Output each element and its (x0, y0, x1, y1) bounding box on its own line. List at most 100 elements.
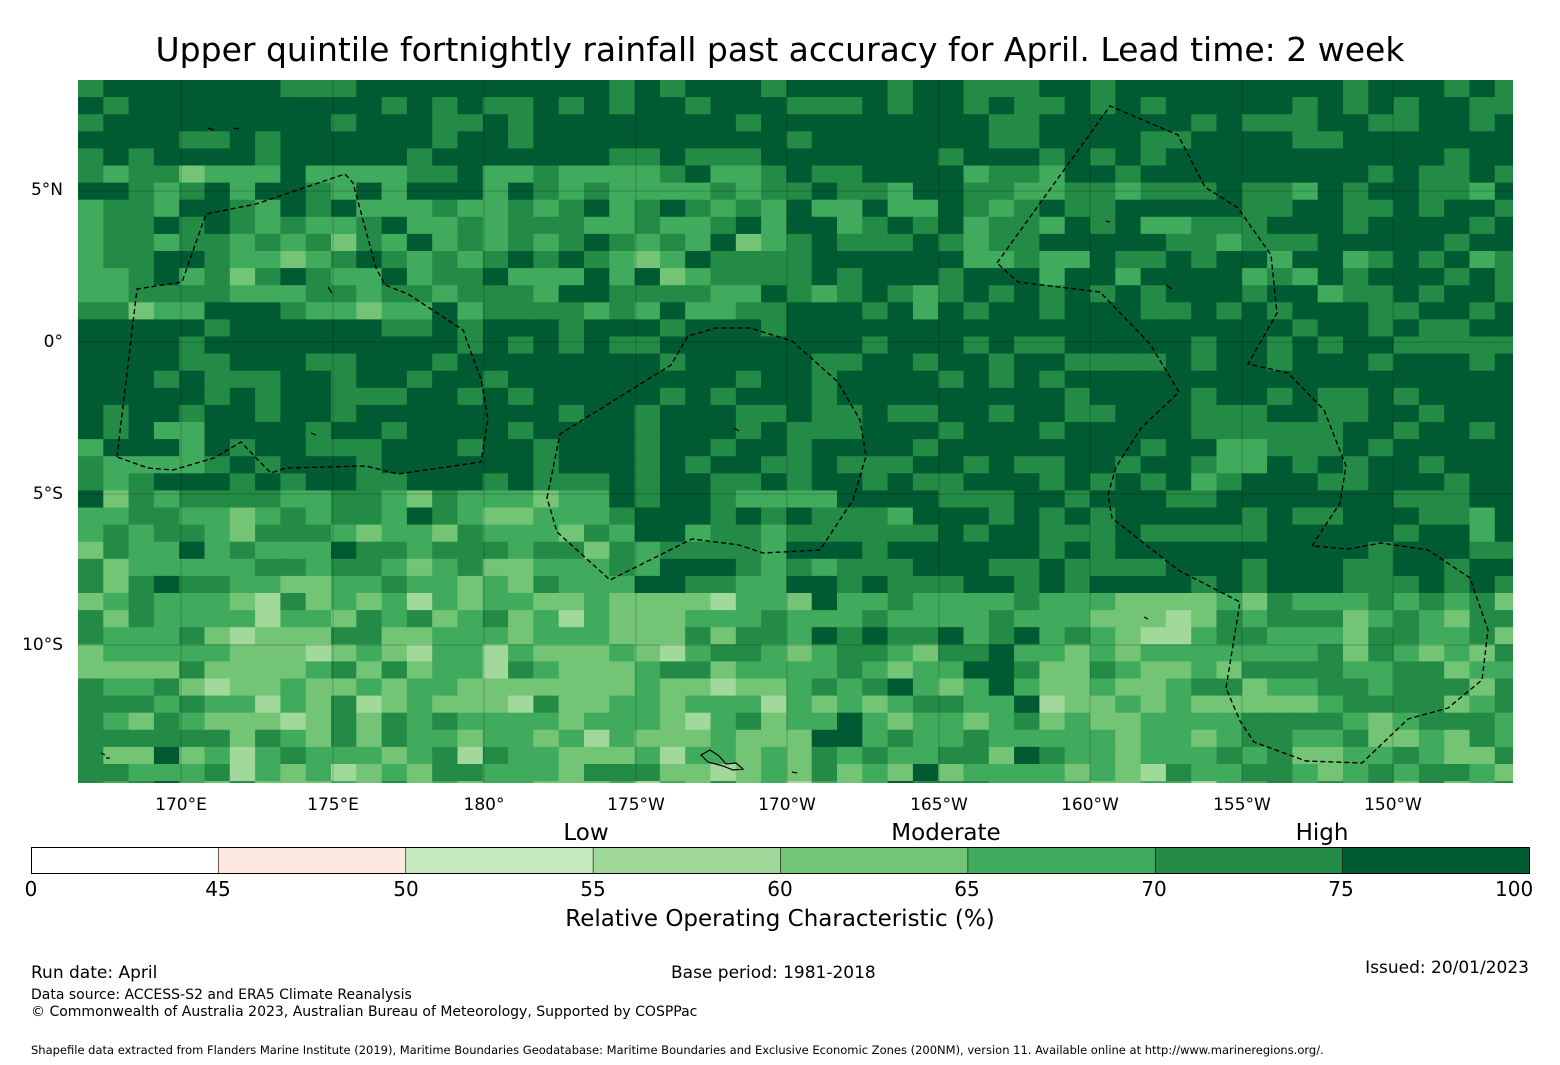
map-cell (229, 251, 256, 269)
map-cell (1140, 490, 1167, 509)
map-cell (1317, 165, 1344, 184)
map-cell (179, 353, 206, 372)
map-cell (508, 729, 534, 748)
map-cell (1241, 285, 1268, 303)
map-cell (1241, 507, 1268, 526)
map-cell (1115, 422, 1142, 440)
map-cell (1115, 644, 1142, 662)
map-cell (584, 268, 610, 286)
map-cell (1241, 661, 1268, 680)
map-cell (887, 558, 914, 577)
map-cell (1090, 353, 1116, 372)
map-cell (1469, 268, 1496, 286)
map-cell (482, 148, 509, 167)
map-cell (255, 575, 281, 594)
map-cell (1165, 541, 1192, 560)
map-cell (1343, 575, 1369, 594)
map-cell (1368, 268, 1395, 286)
map-cell (406, 558, 433, 577)
map-cell (1115, 575, 1142, 594)
map-cell (634, 80, 661, 98)
band-label-high: High (1295, 820, 1349, 846)
map-cell (78, 627, 104, 645)
map-cell (862, 541, 889, 560)
map-cell (912, 404, 939, 423)
map-cell (255, 781, 281, 783)
map-cell (280, 524, 307, 543)
map-cell (735, 251, 762, 269)
map-cell (1115, 387, 1142, 406)
map-cell (609, 182, 636, 201)
map-cell (761, 575, 787, 594)
map-cell (1039, 165, 1066, 184)
map-cell (811, 507, 838, 526)
map-cell (1115, 216, 1142, 235)
map-cell (710, 575, 737, 594)
map-cell (584, 764, 610, 782)
map-cell (1469, 575, 1496, 594)
map-cell (280, 302, 307, 320)
map-cell (1292, 251, 1319, 269)
map-cell (457, 268, 484, 286)
map-cell (406, 148, 433, 167)
map-cell (659, 216, 686, 235)
map-cell (584, 439, 610, 457)
map-cell (1090, 627, 1116, 645)
map-cell (533, 490, 560, 509)
map-cell (406, 695, 433, 714)
map-cell (1494, 678, 1513, 697)
map-cell (1494, 182, 1513, 201)
map-cell (381, 216, 408, 235)
map-cell (280, 268, 307, 286)
map-cell (128, 541, 155, 560)
map-cell (103, 764, 130, 782)
map-cell (78, 644, 104, 662)
map-cell (255, 251, 281, 269)
map-cell (1039, 661, 1066, 680)
map-cell (634, 148, 661, 167)
map-cell (1393, 627, 1420, 645)
map-cell (204, 541, 231, 560)
map-cell (255, 131, 281, 149)
map-cell (331, 610, 357, 628)
map-cell (1393, 336, 1420, 355)
map-cell (1368, 644, 1395, 662)
map-cell (78, 610, 104, 628)
map-cell (356, 97, 383, 115)
map-cell (1469, 80, 1496, 98)
map-cell (1140, 764, 1167, 782)
map-cell (938, 131, 965, 149)
map-cell (609, 456, 636, 474)
map-cell (659, 490, 686, 509)
map-cell (280, 695, 307, 714)
map-cell (584, 80, 610, 98)
map-cell (533, 558, 560, 577)
map-cell (912, 610, 939, 628)
map-cell (1140, 524, 1167, 543)
map-cell (381, 746, 408, 765)
map-cell (1140, 456, 1167, 474)
map-cell (356, 199, 383, 218)
map-cell (1216, 251, 1243, 269)
map-cell (356, 114, 383, 132)
map-cell (1393, 524, 1420, 543)
map-cell (280, 233, 307, 252)
map-cell (1317, 251, 1344, 269)
map-cell (331, 268, 357, 286)
map-cell (634, 268, 661, 286)
map-cell (153, 114, 180, 132)
map-cell (1494, 610, 1513, 628)
map-cell (584, 370, 610, 389)
map-cell (1039, 575, 1066, 594)
map-cell (1368, 216, 1395, 235)
map-cell (482, 627, 509, 645)
map-cell (609, 644, 636, 662)
map-cell (988, 524, 1015, 543)
map-cell (584, 678, 610, 697)
map-cell (735, 182, 762, 201)
map-cell (1368, 387, 1395, 406)
map-cell (1418, 610, 1445, 628)
map-cell (179, 610, 206, 628)
map-cell (1444, 251, 1471, 269)
map-cell (1115, 80, 1142, 98)
